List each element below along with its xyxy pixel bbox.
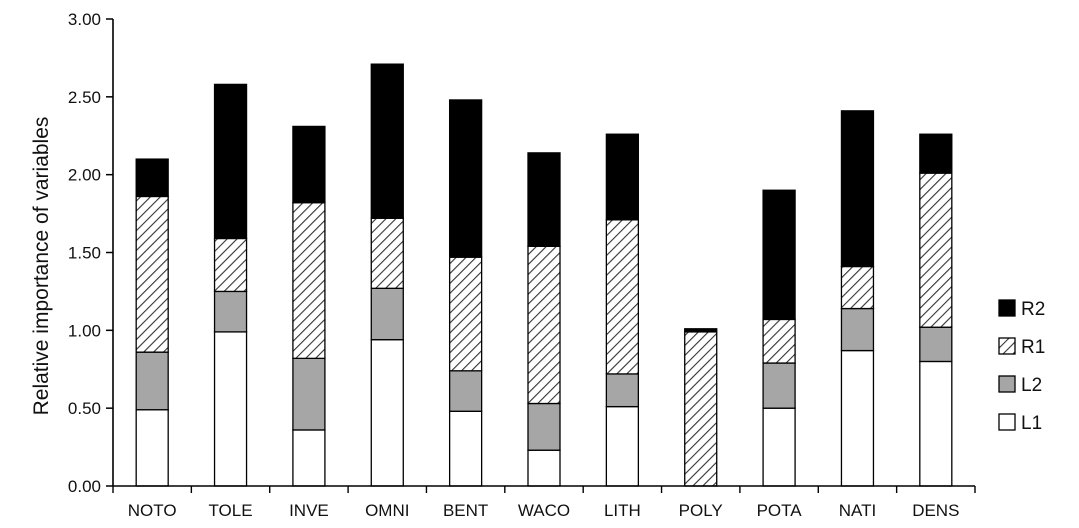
bar-segment-poly-r2 xyxy=(684,328,718,333)
bar-segment-lith-l1 xyxy=(605,405,640,487)
bar-segment-tole-l1 xyxy=(213,331,248,487)
bar-segment-omni-r1 xyxy=(370,217,404,289)
x-tick-label: DENS xyxy=(912,501,959,520)
bar-segment-inve-r1 xyxy=(292,202,326,360)
bar-segment-noto-r2 xyxy=(135,158,169,198)
legend-swatch-l1 xyxy=(998,413,1016,431)
bar-segment-poly-r1 xyxy=(684,331,718,487)
y-axis-ticks: 0.00 0.50 1.00 1.50 2.00 2.50 3.00 xyxy=(68,10,113,496)
bar-segment-omni-l1 xyxy=(370,339,404,487)
bar-segment-nati-r2 xyxy=(840,110,875,268)
legend-label-r1: R1 xyxy=(1021,337,1045,358)
bar-segment-lith-r2 xyxy=(605,133,640,221)
legend-swatch-r2 xyxy=(998,299,1016,317)
y-tick-label: 1.50 xyxy=(68,244,101,263)
y-tick-label: 0.00 xyxy=(68,477,101,496)
x-tick-label: NOTO xyxy=(128,501,177,520)
bar-segment-lith-l2 xyxy=(605,373,640,408)
bar-segment-inve-r2 xyxy=(292,125,326,204)
x-tick-label: INVE xyxy=(289,501,329,520)
bar-segment-inve-l1 xyxy=(292,429,326,487)
x-tick-label: POLY xyxy=(679,501,723,520)
legend-swatch-r1 xyxy=(998,337,1016,355)
bar-segment-tole-r2 xyxy=(213,83,248,240)
y-axis-title: Relative importance of variables xyxy=(30,117,53,416)
y-tick-label: 2.00 xyxy=(68,166,101,185)
bar-segment-nati-r1 xyxy=(840,265,875,310)
bar-segment-pota-l1 xyxy=(762,407,796,487)
bar-segment-bent-l2 xyxy=(448,370,483,412)
bar-segment-nati-l1 xyxy=(840,349,875,487)
legend-label-l2: L2 xyxy=(1021,375,1042,396)
bar-segment-waco-r2 xyxy=(527,152,561,247)
x-tick-label: LITH xyxy=(604,501,641,520)
bar-segment-omni-l2 xyxy=(370,287,404,341)
bar-segment-tole-r1 xyxy=(213,237,248,293)
bar-segment-bent-l1 xyxy=(448,410,483,487)
legend-label-r2: R2 xyxy=(1021,299,1045,320)
bar-segment-noto-l2 xyxy=(135,351,169,411)
bar-segment-noto-r1 xyxy=(135,195,169,353)
axes-group xyxy=(112,19,976,493)
bar-segment-omni-r2 xyxy=(370,63,404,219)
bar-segment-pota-r2 xyxy=(762,189,796,321)
bar-segment-dens-r1 xyxy=(919,172,953,328)
legend-label-l1: L1 xyxy=(1021,413,1042,434)
y-tick-label: 1.00 xyxy=(68,321,101,340)
bar-segment-noto-l1 xyxy=(135,409,169,487)
y-tick-label: 0.50 xyxy=(68,399,101,418)
x-tick-label: WACO xyxy=(518,501,570,520)
legend-swatch-l2 xyxy=(998,375,1016,393)
bar-segment-lith-r1 xyxy=(605,219,640,375)
bar-segment-bent-r1 xyxy=(448,256,483,372)
legend: R2 R1 L2 L1 xyxy=(998,299,1045,434)
x-tick-label: OMNI xyxy=(365,501,409,520)
x-tick-label: BENT xyxy=(443,501,488,520)
x-tick-label: NATI xyxy=(839,501,876,520)
bar-segment-dens-l2 xyxy=(919,326,953,363)
bar-segment-pota-r1 xyxy=(762,318,796,364)
x-tick-label: TOLE xyxy=(208,501,252,520)
bar-segment-waco-l2 xyxy=(527,402,561,451)
bar-segment-waco-r1 xyxy=(527,245,561,405)
bars-group xyxy=(135,63,953,487)
bar-segment-dens-l1 xyxy=(919,360,953,487)
y-tick-label: 3.00 xyxy=(68,10,101,29)
x-axis-labels: NOTO TOLE INVE OMNI BENT WACO LITH POLY POTA NATI… xyxy=(128,501,960,520)
bar-segment-dens-r2 xyxy=(919,133,953,174)
bar-segment-pota-l2 xyxy=(762,362,796,409)
bar-segment-inve-l2 xyxy=(292,357,326,431)
bar-segment-nati-l2 xyxy=(840,307,875,352)
x-tick-label: POTA xyxy=(757,501,803,520)
bar-segment-waco-l1 xyxy=(527,449,561,487)
bar-segment-bent-r2 xyxy=(448,99,483,258)
bar-segment-tole-l2 xyxy=(213,290,248,333)
y-tick-label: 2.50 xyxy=(68,88,101,107)
